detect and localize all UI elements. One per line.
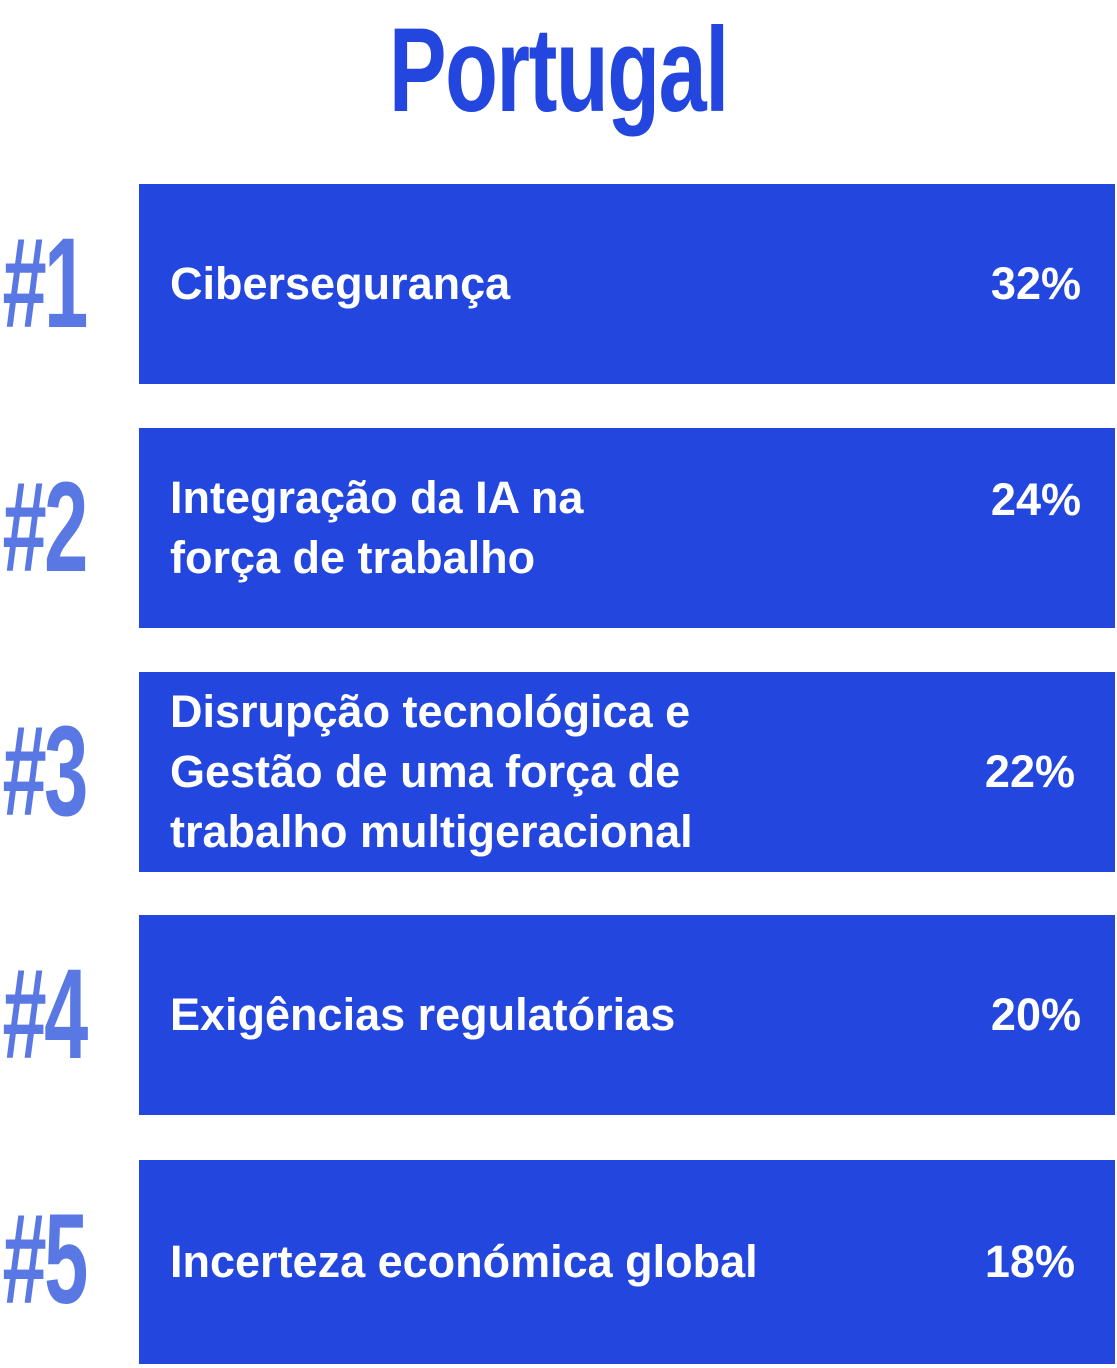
ranking-bar-2: Integração da IA na força de trabalho 24… — [139, 428, 1115, 628]
rank-3: #3 — [0, 672, 136, 872]
ranking-bar-5: Incerteza económica global 18% — [139, 1160, 1115, 1364]
rank-3-number: #3 — [2, 700, 88, 843]
ranking-bar-5-label: Incerteza económica global — [170, 1236, 758, 1287]
ranking-bar-2-label: Integração da IA na força de trabalho — [170, 472, 584, 583]
rank-5-number: #5 — [2, 1188, 88, 1331]
rank-1: #1 — [0, 184, 136, 384]
page-title-container: Portugal — [0, 0, 1117, 140]
page-title: Portugal — [389, 3, 729, 137]
ranking-bar-4-label: Exigências regulatórias — [170, 989, 676, 1040]
rank-4: #4 — [0, 915, 136, 1115]
ranking-bar-4-value: 20% — [990, 989, 1081, 1040]
ranking-bar-3: Disrupção tecnológica e Gestão de uma fo… — [139, 672, 1115, 872]
rank-2: #2 — [0, 428, 136, 628]
ranking-bar-4: Exigências regulatórias 20% — [139, 915, 1115, 1115]
ranking-bar-3-value: 22% — [984, 746, 1075, 797]
rank-4-number: #4 — [2, 943, 88, 1086]
rank-1-number: #1 — [2, 212, 88, 355]
rank-2-number: #2 — [2, 456, 88, 599]
ranking-bar-1-label: Cibersegurança — [170, 258, 511, 309]
rank-5: #5 — [0, 1160, 136, 1360]
ranking-bar-3-label: Disrupção tecnológica e Gestão de uma fo… — [170, 686, 693, 857]
ranking-bar-2-value: 24% — [990, 474, 1081, 525]
ranking-bar-5-value: 18% — [984, 1236, 1075, 1287]
ranking-bar-1-value: 32% — [990, 258, 1081, 309]
ranking-bar-1: Cibersegurança 32% — [139, 184, 1115, 384]
